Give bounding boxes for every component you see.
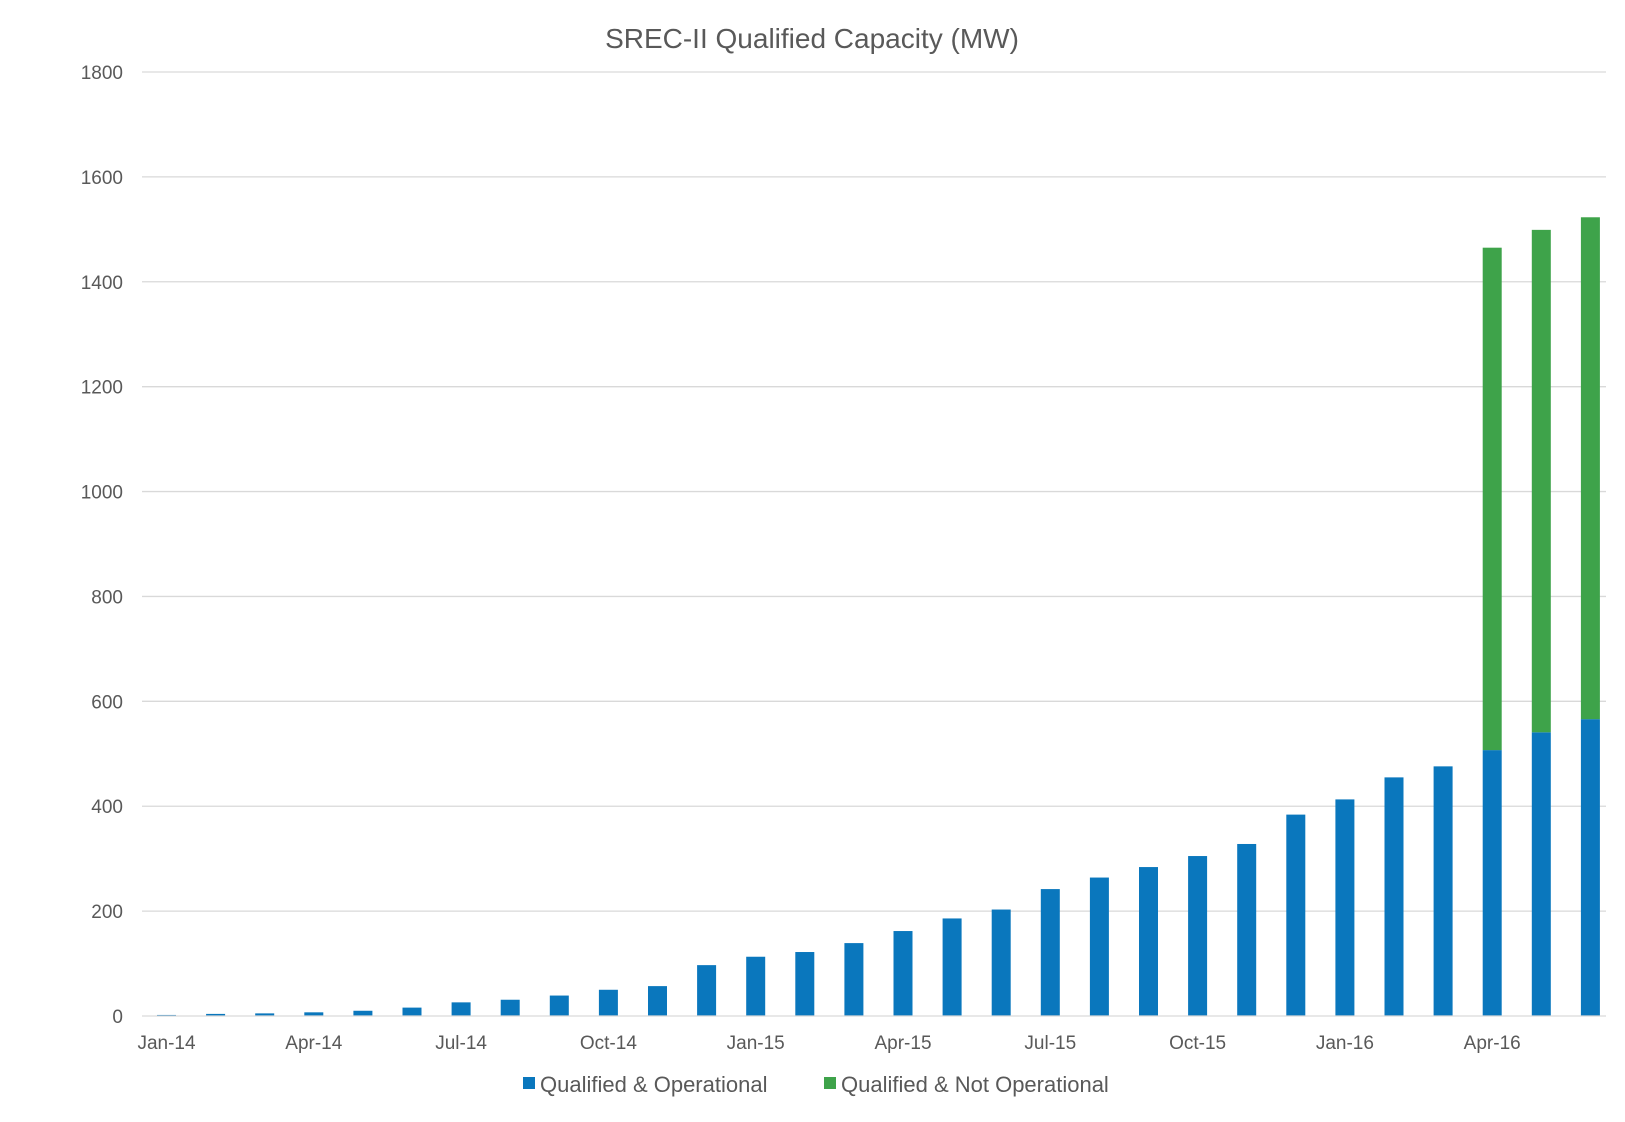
x-tick-label: Apr-15 (874, 1033, 931, 1054)
bar-operational-jul-15 (1040, 889, 1060, 1016)
bar-operational-may-15 (942, 918, 962, 1016)
y-tick-label: 1800 (81, 63, 123, 84)
y-tick-label: 1000 (81, 483, 123, 504)
x-tick-label: Jul-15 (1024, 1033, 1076, 1054)
legend-label-operational: Qualified & Operational (540, 1072, 767, 1097)
bar-operational-nov-15 (1237, 843, 1257, 1016)
bar-not-operational-jun-16 (1580, 217, 1600, 720)
bar-operational-feb-16 (1384, 777, 1404, 1016)
bar-operational-may-16 (1531, 732, 1551, 1016)
bar-operational-apr-14 (304, 1012, 324, 1016)
bar-operational-oct-15 (1188, 856, 1208, 1016)
bar-operational-jun-16 (1580, 719, 1600, 1016)
bar-not-operational-may-16 (1531, 229, 1551, 733)
bar-operational-dec-15 (1286, 814, 1306, 1016)
x-tick-label: Jan-16 (1316, 1033, 1374, 1054)
bar-operational-mar-14 (255, 1013, 275, 1016)
y-tick-label: 1400 (81, 273, 123, 294)
bar-operational-sep-15 (1139, 867, 1158, 1016)
bar-operational-dec-14 (697, 965, 717, 1016)
bar-operational-apr-16 (1482, 750, 1502, 1016)
bar-not-operational-apr-16 (1482, 247, 1502, 751)
x-tick-label: Jan-14 (137, 1033, 196, 1054)
legend-swatch-operational (523, 1077, 535, 1089)
bar-operational-jun-15 (991, 909, 1011, 1016)
bar-operational-may-14 (353, 1010, 373, 1016)
bar-operational-feb-14 (206, 1013, 226, 1016)
y-tick-label: 1200 (81, 378, 123, 399)
bar-operational-mar-16 (1433, 766, 1453, 1016)
legend-label-not-operational: Qualified & Not Operational (841, 1072, 1109, 1097)
y-axis-tick-labels: 0 200 400 600 800 1000 1200 1400 1600 1800 (81, 63, 123, 1028)
legend: Qualified & Operational Qualified & Not O… (523, 1072, 1109, 1097)
x-tick-label: Jan-15 (727, 1033, 785, 1054)
bar-operational-jul-14 (451, 1002, 471, 1016)
bar-operational-nov-14 (648, 986, 667, 1016)
bar-operational-jan-15 (746, 956, 766, 1016)
bar-operational-apr-15 (893, 931, 913, 1016)
x-tick-label: Apr-16 (1464, 1033, 1521, 1054)
bar-operational-feb-15 (795, 952, 815, 1016)
x-axis-tick-labels: Jan-14 Apr-14 Jul-14 Oct-14 Jan-15 Apr-15 Jul-… (137, 1033, 1520, 1054)
x-tick-label: Oct-15 (1169, 1033, 1226, 1054)
gridlines (142, 71, 1606, 912)
bars (157, 217, 1600, 1016)
bar-operational-sep-14 (549, 995, 569, 1016)
x-tick-label: Apr-14 (285, 1033, 342, 1054)
bar-operational-jun-14 (402, 1007, 422, 1016)
bar-operational-mar-15 (844, 943, 864, 1016)
y-tick-label: 200 (91, 902, 123, 923)
bar-operational-oct-14 (598, 989, 618, 1016)
legend-swatch-not-operational (824, 1077, 836, 1089)
y-tick-label: 800 (91, 587, 123, 608)
y-tick-label: 600 (91, 692, 123, 713)
chart-title: SREC-II Qualified Capacity (MW) (605, 23, 1019, 54)
y-tick-label: 400 (91, 797, 123, 818)
x-tick-label: Jul-14 (435, 1033, 487, 1054)
bar-operational-aug-15 (1089, 877, 1109, 1016)
bar-operational-aug-14 (500, 999, 520, 1016)
x-tick-label: Oct-14 (580, 1033, 637, 1054)
y-tick-label: 0 (112, 1007, 123, 1028)
bar-operational-jan-16 (1335, 799, 1355, 1016)
y-tick-label: 1600 (81, 168, 123, 189)
